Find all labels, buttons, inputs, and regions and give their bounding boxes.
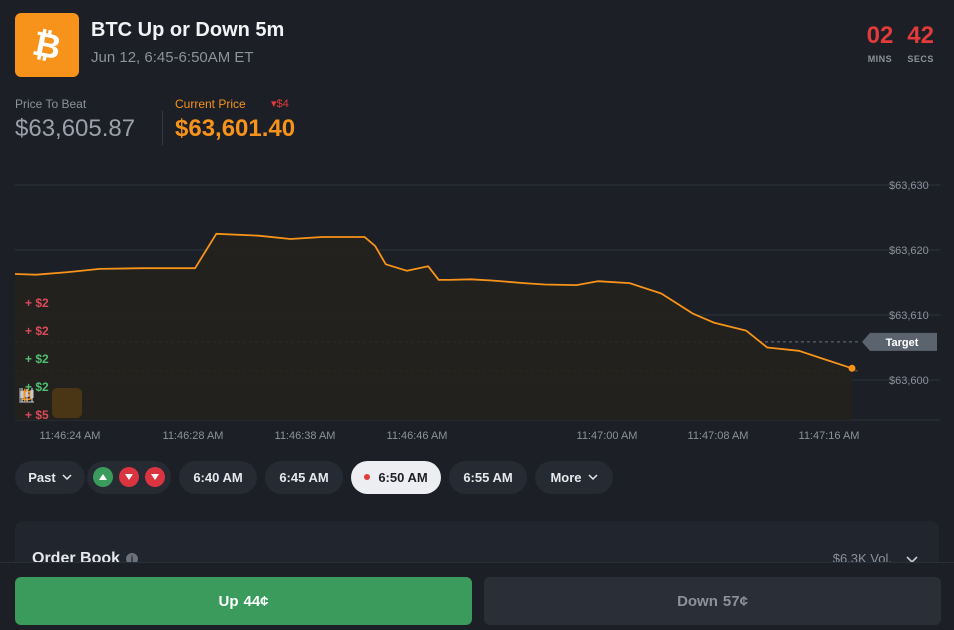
up-label: Up: [218, 592, 239, 610]
price-area: [15, 233, 852, 420]
x-tick-label: 11:46:24 AM: [40, 430, 101, 442]
price-divider: [162, 111, 163, 145]
time-label: 6:55 AM: [463, 469, 513, 485]
price-line: [14, 232, 853, 370]
delta-markers: + $2 + $2 + $2 + $2 + $5: [25, 296, 49, 436]
market-title: BTC Up or Down 5m: [91, 19, 285, 41]
target-tag-label: Target: [886, 337, 919, 349]
delta-marker: + $5: [25, 408, 49, 422]
past-down-result[interactable]: [145, 467, 165, 487]
current-price-point: [848, 364, 856, 372]
trade-bar: Up 44¢ Down 57¢: [0, 562, 954, 630]
svg-text:₿: ₿: [29, 25, 64, 65]
down-triangle-icon: ▾: [271, 98, 277, 110]
buy-down-button[interactable]: Down 57¢: [484, 577, 941, 625]
time-label: 6:45 AM: [279, 469, 329, 485]
y-tick-label: $63,600: [889, 375, 929, 387]
chevron-down-icon: [62, 474, 72, 481]
chevron-down-icon: [588, 474, 598, 481]
time-6-40[interactable]: 6:40 AM: [179, 460, 257, 494]
price-to-beat-value: $63,605.87: [15, 115, 136, 142]
x-tick-label: 11:47:16 AM: [799, 430, 860, 442]
delta-marker: + $2: [25, 324, 49, 338]
timer-mins-label: MINS: [867, 54, 893, 64]
more-label: More: [550, 469, 582, 485]
up-price: 44¢: [243, 592, 269, 610]
down-triangle-icon: [125, 474, 133, 480]
time-6-45[interactable]: 6:45 AM: [265, 460, 343, 494]
target-tag: Target: [862, 332, 937, 351]
past-results: [87, 460, 171, 494]
candlestick-chart-button[interactable]: [20, 388, 116, 418]
past-down-result[interactable]: [119, 467, 139, 487]
y-tick-label: $63,610: [889, 310, 929, 322]
buy-up-button[interactable]: Up 44¢: [15, 577, 472, 625]
current-price-value: $63,601.40: [175, 115, 296, 142]
x-tick-label: 11:46:38 AM: [275, 430, 336, 442]
delta-marker: + $2: [25, 352, 49, 366]
more-dropdown[interactable]: More: [535, 460, 613, 494]
market-header: ₿ BTC Up or Down 5m Jun 12, 6:45-6:50AM …: [15, 13, 934, 77]
x-tick-label: 11:46:28 AM: [163, 430, 224, 442]
y-tick-label: $63,620: [889, 245, 929, 257]
market-subtitle: Jun 12, 6:45-6:50AM ET: [91, 49, 254, 66]
past-label: Past: [28, 469, 56, 485]
timer-secs-label: SECS: [907, 54, 934, 64]
y-tick-label: $63,630: [889, 180, 929, 192]
x-tick-label: 11:47:08 AM: [688, 430, 749, 442]
x-tick-label: 11:47:00 AM: [577, 430, 638, 442]
price-chart-svg: $63,630 $63,620 $63,610 $63,600 Target 11:46:…: [14, 180, 940, 442]
chart-tools: ₿: [18, 386, 118, 420]
candlestick-icon: [20, 388, 34, 402]
countdown-timer: 02 MINS 42 SECS: [866, 22, 934, 65]
x-tick-label: 11:46:46 AM: [387, 430, 448, 442]
price-chart[interactable]: $63,630 $63,620 $63,610 $63,600 Target 11:46:…: [0, 170, 954, 450]
target-tag-shape: [862, 332, 937, 351]
bitcoin-logo: ₿: [15, 13, 79, 77]
time-controls: Past 6:40 AM 6:45 AM 6:50 AM 6:55 AM Mor…: [15, 460, 934, 494]
bitcoin-chart-button[interactable]: ₿: [21, 387, 82, 418]
current-price-label: Current Price: [175, 97, 246, 111]
current-price-delta: ▾$4: [271, 97, 289, 110]
up-triangle-icon: [99, 474, 107, 480]
down-label: Down: [677, 592, 718, 610]
delta-marker: + $2: [25, 296, 49, 310]
time-6-50-active[interactable]: 6:50 AM: [351, 460, 441, 494]
down-price: 57¢: [722, 592, 748, 610]
time-label: 6:40 AM: [193, 469, 243, 485]
timer-mins-value: 02: [866, 22, 894, 49]
bitcoin-icon: ₿: [29, 25, 64, 65]
price-to-beat-label: Price To Beat: [15, 97, 87, 111]
time-6-55[interactable]: 6:55 AM: [449, 460, 527, 494]
down-triangle-icon: [151, 474, 159, 480]
current-price-delta-value: $4: [276, 98, 289, 110]
live-dot-icon: [364, 474, 371, 480]
past-up-result[interactable]: [93, 467, 113, 487]
timer-secs-value: 42: [907, 22, 934, 49]
timer-secs: 42 SECS: [907, 22, 934, 65]
time-label: 6:50 AM: [378, 469, 428, 485]
past-dropdown[interactable]: Past: [15, 460, 85, 494]
timer-mins: 02 MINS: [866, 22, 894, 65]
